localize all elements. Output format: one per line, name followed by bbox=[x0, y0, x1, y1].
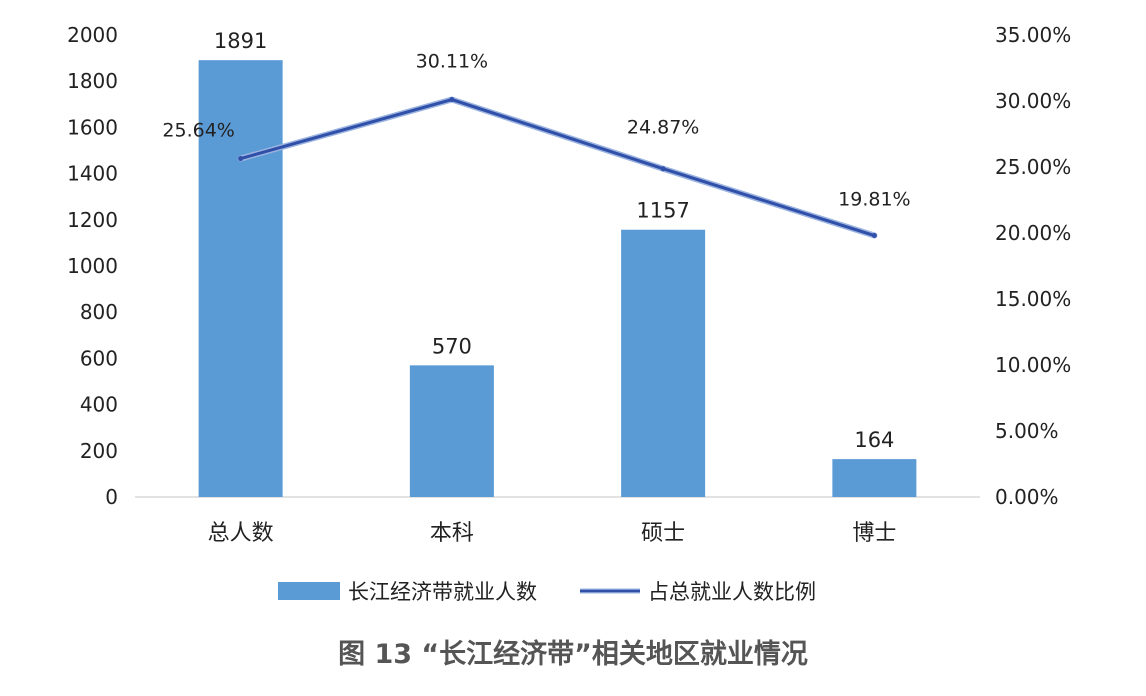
line-point bbox=[871, 233, 877, 239]
line-data-labels: 25.64% 30.11% 24.87% 19.81% bbox=[162, 51, 911, 239]
right-tick-label: 30.00% bbox=[995, 89, 1071, 113]
right-tick-label: 5.00% bbox=[995, 419, 1059, 443]
legend-line-label: 占总就业人数比例 bbox=[648, 580, 816, 604]
left-axis: 0 200 400 600 800 1000 1200 1400 1600 1800 2000 bbox=[67, 23, 118, 509]
bar-data-labels: 1891 570 1157 164 bbox=[214, 29, 895, 452]
line-point bbox=[660, 166, 666, 172]
left-tick-label: 1800 bbox=[67, 69, 118, 93]
line-series bbox=[237, 96, 878, 239]
figure-caption: 图 13 “长江经济带”相关地区就业情况 bbox=[338, 639, 808, 670]
bar bbox=[832, 459, 917, 497]
right-axis: 0.00% 5.00% 10.00% 15.00% 20.00% 25.00% 30.00%… bbox=[995, 23, 1071, 509]
right-tick-label: 25.00% bbox=[995, 155, 1071, 179]
category-label: 本科 bbox=[430, 521, 474, 546]
right-tick-label: 0.00% bbox=[995, 485, 1059, 509]
line-data-label: 19.81% bbox=[838, 189, 910, 211]
bar bbox=[198, 60, 283, 497]
legend-bar-swatch bbox=[278, 582, 340, 600]
line-data-label: 30.11% bbox=[416, 51, 488, 73]
bar bbox=[621, 229, 706, 497]
left-tick-label: 800 bbox=[80, 300, 118, 324]
category-label: 总人数 bbox=[208, 521, 274, 546]
bar-data-label: 1157 bbox=[636, 199, 689, 223]
series-line bbox=[239, 98, 876, 238]
left-tick-label: 400 bbox=[80, 393, 118, 417]
bar bbox=[409, 365, 494, 497]
category-label: 硕士 bbox=[641, 521, 685, 546]
legend-bar-label: 长江经济带就业人数 bbox=[348, 580, 537, 604]
line-point bbox=[238, 156, 244, 162]
line-halo bbox=[237, 96, 878, 239]
line-point bbox=[449, 97, 455, 103]
category-label: 博士 bbox=[852, 521, 896, 546]
right-tick-label: 10.00% bbox=[995, 353, 1071, 377]
left-tick-label: 200 bbox=[80, 439, 118, 463]
bar-data-label: 164 bbox=[854, 428, 894, 452]
right-tick-label: 35.00% bbox=[995, 23, 1071, 47]
line-data-label: 24.87% bbox=[627, 117, 699, 139]
category-labels: 总人数 本科 硕士 博士 bbox=[208, 521, 897, 546]
left-tick-label: 0 bbox=[105, 485, 118, 509]
left-tick-label: 1000 bbox=[67, 254, 118, 278]
left-tick-label: 2000 bbox=[67, 23, 118, 47]
bar-data-label: 1891 bbox=[214, 29, 267, 53]
right-tick-label: 15.00% bbox=[995, 287, 1071, 311]
left-tick-label: 1400 bbox=[67, 162, 118, 186]
left-tick-label: 1600 bbox=[67, 115, 118, 139]
left-tick-label: 600 bbox=[80, 346, 118, 370]
bar-series bbox=[198, 60, 917, 497]
right-tick-label: 20.00% bbox=[995, 221, 1071, 245]
left-tick-label: 1200 bbox=[67, 208, 118, 232]
legend: 长江经济带就业人数 占总就业人数比例 bbox=[278, 580, 816, 604]
bar-data-label: 570 bbox=[432, 334, 472, 358]
line-data-label: 25.64% bbox=[162, 120, 234, 142]
